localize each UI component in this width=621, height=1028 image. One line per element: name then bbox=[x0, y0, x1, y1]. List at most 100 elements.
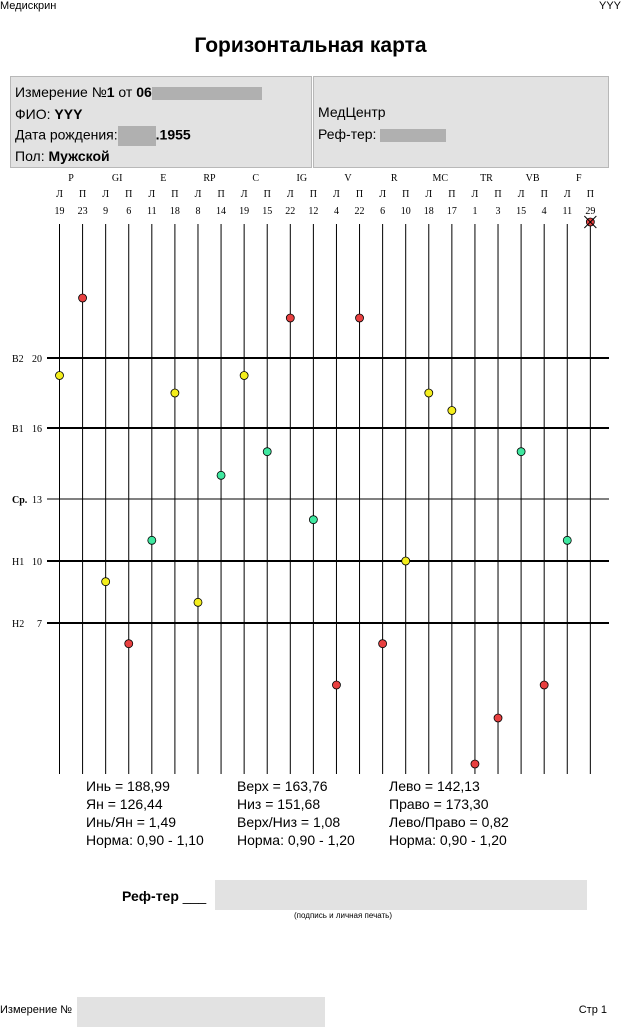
data-point bbox=[55, 371, 64, 380]
reference-label: Н2 bbox=[12, 619, 24, 630]
side-label: П bbox=[171, 189, 178, 200]
stat-bottom: Низ = 151,68 bbox=[237, 796, 321, 812]
value-label: 19 bbox=[55, 206, 65, 217]
value-label: 19 bbox=[239, 206, 249, 217]
side-label: Л bbox=[564, 189, 571, 200]
signature-caption: (подпись и личная печать) bbox=[294, 911, 392, 920]
value-label: 1 bbox=[472, 206, 477, 217]
data-point bbox=[470, 759, 480, 769]
value-label: 8 bbox=[195, 206, 200, 217]
data-point bbox=[562, 535, 572, 545]
overflow-marker bbox=[583, 215, 597, 229]
side-label: П bbox=[494, 189, 501, 200]
measurement-number: 1 bbox=[106, 84, 115, 100]
data-point bbox=[401, 556, 411, 566]
data-point bbox=[124, 639, 134, 649]
data-point bbox=[378, 639, 388, 649]
value-label: 23 bbox=[78, 206, 88, 217]
redacted-dob bbox=[117, 126, 156, 146]
data-point bbox=[170, 388, 180, 398]
side-label: П bbox=[217, 189, 224, 200]
data-point bbox=[308, 515, 318, 525]
value-label: 22 bbox=[355, 206, 365, 217]
value-label: 11 bbox=[562, 206, 572, 217]
value-label: 9 bbox=[103, 206, 108, 217]
reference-label: В1 bbox=[12, 424, 24, 435]
data-point bbox=[332, 680, 341, 690]
value-label: 15 bbox=[262, 206, 272, 217]
data-point bbox=[493, 713, 503, 723]
measurement-label: Измерение № bbox=[15, 84, 107, 100]
reference-label: Ср. bbox=[12, 495, 28, 506]
data-point bbox=[147, 535, 157, 545]
value-label: 17 bbox=[447, 206, 457, 217]
meridian-label: E bbox=[160, 173, 166, 184]
side-label: Л bbox=[287, 189, 294, 200]
signature-line: Реф-тер ___ bbox=[122, 888, 206, 904]
data-point bbox=[101, 577, 111, 587]
stat-top-bottom-ratio: Верх/Низ = 1,08 bbox=[237, 814, 341, 830]
data-point bbox=[239, 371, 249, 380]
meridian-label: RP bbox=[203, 173, 216, 184]
fio-value: YYY bbox=[54, 106, 83, 122]
patient-info-panel: Измерение №1 от 06 ФИО: YYY Дата рождени… bbox=[10, 76, 312, 168]
signature-label: Реф-тер bbox=[122, 888, 179, 904]
data-point bbox=[262, 447, 272, 457]
stat-top: Верх = 163,76 bbox=[237, 778, 328, 794]
side-label: П bbox=[79, 189, 86, 200]
side-label: Л bbox=[518, 189, 525, 200]
sex-label: Пол: bbox=[15, 148, 45, 164]
fio-line: ФИО: YYY bbox=[15, 106, 82, 122]
side-label: Л bbox=[425, 189, 432, 200]
header-app-name: Медискрин bbox=[0, 0, 57, 12]
stats-top-bottom: Верх = 163,76 Низ = 151,68 Верх/Низ = 1,… bbox=[237, 777, 355, 849]
data-point bbox=[516, 447, 526, 457]
fio-label: ФИО: bbox=[15, 106, 51, 122]
reference-value: 10 bbox=[32, 557, 42, 568]
data-point bbox=[355, 313, 364, 323]
measurement-date: 06 bbox=[136, 84, 152, 100]
meridian-label: VB bbox=[526, 173, 540, 184]
value-label: 11 bbox=[147, 206, 157, 217]
stats-yin-yang: Инь = 188,99 Ян = 126,44 Инь/Ян = 1,49 Н… bbox=[86, 777, 204, 849]
side-label: П bbox=[264, 189, 271, 200]
side-label: Л bbox=[379, 189, 386, 200]
stat-yin-yang-norm: Норма: 0,90 - 1,10 bbox=[86, 832, 204, 848]
value-label: 6 bbox=[126, 206, 131, 217]
data-point bbox=[539, 680, 549, 690]
stat-yang: Ян = 126,44 bbox=[86, 796, 163, 812]
signature-underscore: ___ bbox=[182, 888, 207, 904]
side-label: Л bbox=[241, 189, 248, 200]
measurement-line: Измерение №1 от 06 bbox=[15, 84, 262, 100]
reference-value: 13 bbox=[32, 495, 42, 506]
data-point bbox=[78, 293, 87, 303]
center-name: МедЦентр bbox=[318, 104, 386, 120]
header-user: YYY bbox=[598, 0, 621, 12]
side-label: П bbox=[402, 189, 409, 200]
measurement-from: от bbox=[114, 84, 137, 100]
value-label: 6 bbox=[380, 206, 385, 217]
redacted-date bbox=[151, 86, 262, 100]
ref-line: Реф-тер: bbox=[318, 126, 447, 142]
stats-left-right: Лево = 142,13 Право = 173,30 Лево/Право … bbox=[389, 777, 509, 849]
stat-left-right-ratio: Лево/Право = 0,82 bbox=[389, 814, 509, 830]
value-label: 4 bbox=[334, 206, 339, 217]
page-title: Горизонтальная карта bbox=[194, 34, 427, 57]
dob-value: .1955 bbox=[155, 126, 191, 143]
value-label: 10 bbox=[401, 206, 411, 217]
signature-field bbox=[215, 880, 587, 910]
value-label: 18 bbox=[424, 206, 434, 217]
side-label: Л bbox=[56, 189, 63, 200]
value-label: 14 bbox=[216, 206, 226, 217]
footer-measurement: Измерение № bbox=[0, 1004, 73, 1016]
stat-left: Лево = 142,13 bbox=[389, 778, 480, 794]
side-label: П bbox=[448, 189, 455, 200]
value-label: 22 bbox=[285, 206, 295, 217]
data-point bbox=[216, 470, 226, 480]
value-label: 3 bbox=[496, 206, 501, 217]
stat-yin: Инь = 188,99 bbox=[86, 778, 170, 794]
meridian-label: F bbox=[576, 173, 582, 184]
sex-line: Пол: Мужской bbox=[15, 148, 110, 164]
value-label: 15 bbox=[516, 206, 526, 217]
ref-label: Реф-тер: bbox=[318, 126, 377, 142]
